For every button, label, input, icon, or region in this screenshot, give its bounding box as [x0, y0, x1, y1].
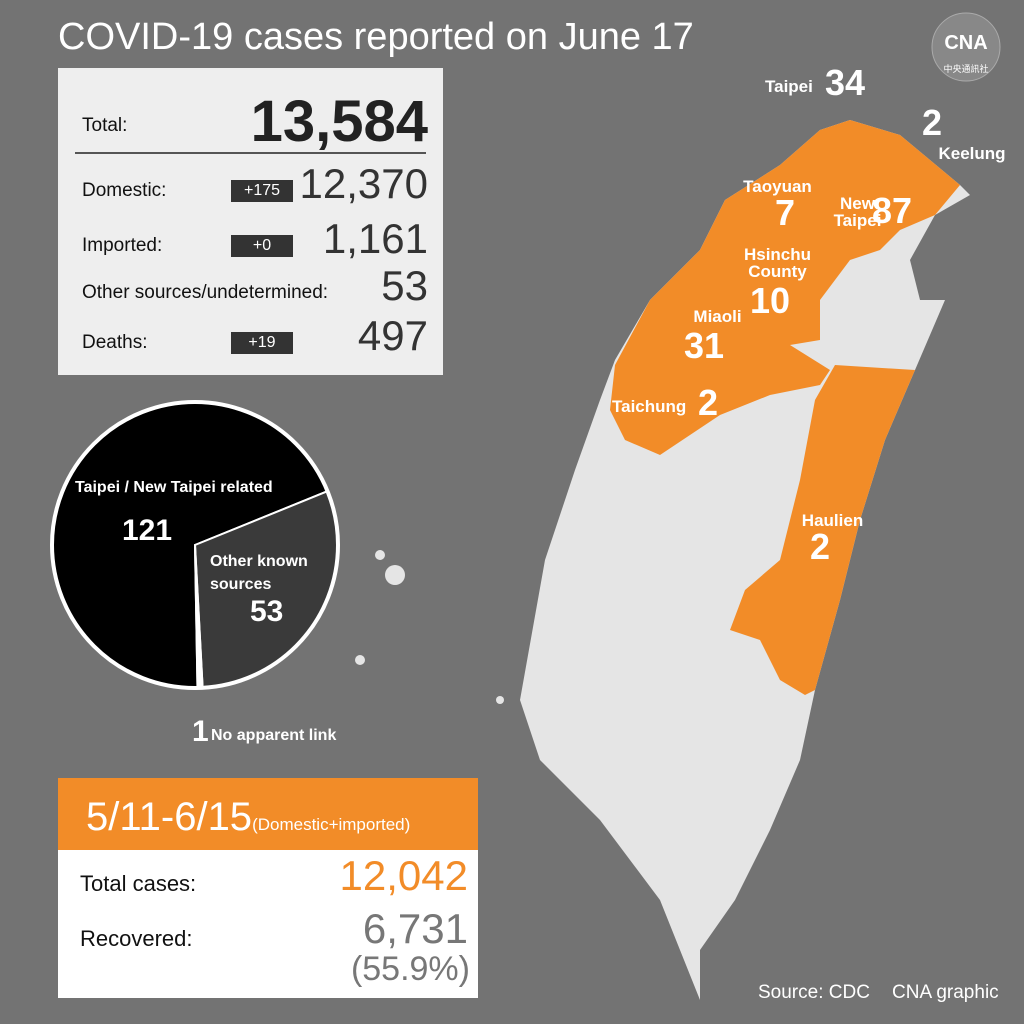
region-name: Keelung — [938, 144, 1006, 163]
logo — [931, 12, 1001, 82]
region-name: Miaoli — [693, 307, 742, 326]
region-value: 2 — [698, 382, 719, 423]
summary-value: 13,584 — [250, 89, 428, 154]
pie-ring — [50, 400, 340, 690]
region-value: 2 — [922, 102, 943, 143]
region-name: Hsinchu County — [743, 245, 812, 281]
credit: CNA graphic — [892, 982, 999, 1003]
region-value: 7 — [775, 192, 796, 233]
summary-change: +0 — [231, 235, 293, 257]
islet — [496, 696, 504, 704]
region-name: Taichung — [612, 397, 687, 416]
summary-label: Imported: — [82, 235, 163, 256]
summary-change: +175 — [231, 180, 293, 202]
pie-label: Taipei / New Taipei related — [75, 479, 273, 496]
summary-value: 53 — [381, 262, 428, 309]
source: Source: CDC — [758, 982, 870, 1003]
period-value: 12,042 — [339, 852, 468, 899]
summary-value: 497 — [357, 312, 428, 359]
islet — [385, 565, 405, 585]
title: COVID-19 cases reported on June 17 — [58, 16, 694, 58]
period-label: Recovered: — [80, 926, 193, 951]
region-value: 34 — [825, 62, 866, 103]
logo-name: 中央通訊社 — [943, 64, 989, 74]
pie-value: 53 — [250, 595, 284, 628]
region-value: 31 — [684, 325, 725, 366]
summary-value: 1,161 — [322, 215, 428, 262]
logo-abbr: CNA — [944, 32, 988, 54]
period-share: (55.9%) — [350, 950, 470, 988]
region-value: 87 — [872, 190, 913, 231]
summary-label: Deaths: — [82, 332, 148, 353]
region-name: New Taipei — [833, 194, 882, 230]
region-value: 10 — [750, 280, 791, 321]
islet — [375, 550, 385, 560]
summary-box — [58, 68, 443, 375]
pie-value: 1 — [192, 715, 209, 748]
summary-value: 12,370 — [299, 160, 428, 207]
pie-value: 121 — [122, 514, 173, 547]
period-value: 6,731 — [362, 905, 468, 952]
summary-label: Other sources/undetermined: — [82, 282, 329, 303]
summary-label: Domestic: — [82, 180, 167, 201]
period-range: 5/11-6/15(Domestic+imported) — [86, 795, 411, 839]
region-name: Taipei — [765, 77, 813, 96]
summary-label: Total: — [82, 115, 128, 136]
region-name: Taoyuan — [743, 177, 812, 196]
period-header — [58, 778, 478, 850]
summary-change: +19 — [231, 332, 293, 354]
region-name: Haulien — [801, 511, 864, 530]
pie-label: Other known sources — [210, 553, 308, 593]
east-region — [730, 365, 915, 695]
islet — [355, 655, 365, 665]
period-label: Total cases: — [80, 871, 197, 896]
region-value: 2 — [810, 526, 831, 567]
pie-label: No apparent link — [211, 727, 337, 744]
north-region — [610, 120, 960, 455]
period-body — [58, 850, 478, 998]
